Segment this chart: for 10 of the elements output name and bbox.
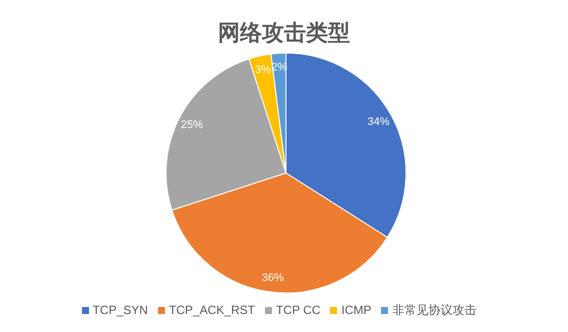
legend-label: 非常见协议攻击 [392, 303, 476, 317]
legend-label: TCP CC [276, 303, 320, 317]
legend-label: TCP_SYN [92, 303, 148, 317]
chart-title: 网络攻击类型 [217, 19, 351, 47]
legend-label: TCP_ACK_RST [168, 303, 255, 317]
data-label: 34% [368, 116, 390, 128]
data-label: 25% [180, 119, 204, 132]
data-label: 3% [255, 64, 272, 76]
legend-label: ICMP [341, 303, 372, 317]
data-label: 36% [262, 272, 284, 284]
